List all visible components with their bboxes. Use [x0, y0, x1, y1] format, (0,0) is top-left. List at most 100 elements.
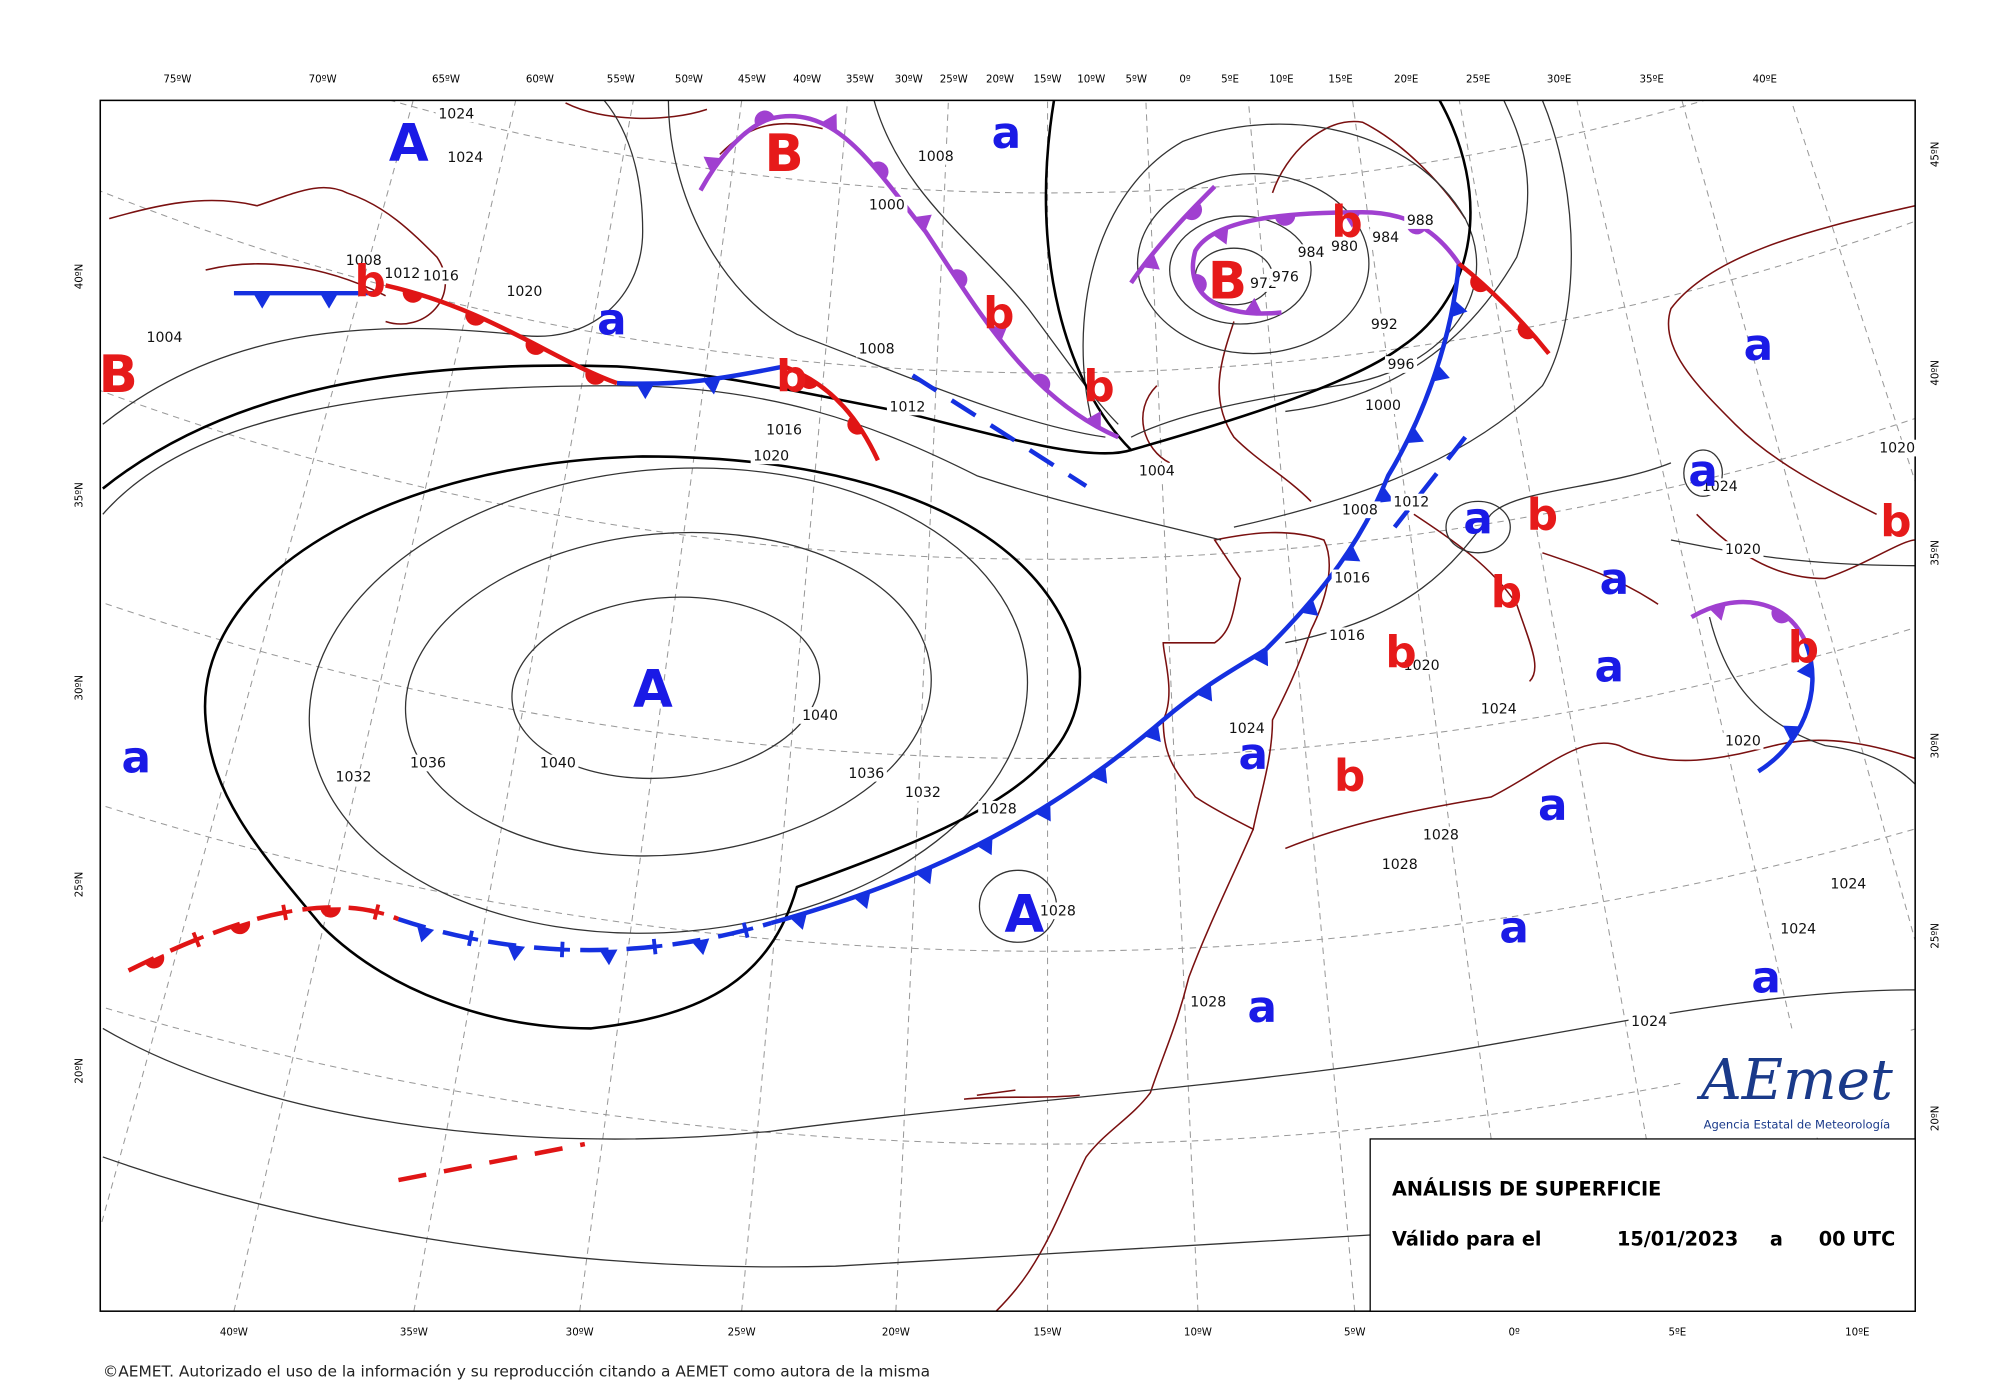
isobar-label: 1000 [1365, 398, 1401, 414]
isobar-label-bg [1777, 920, 1819, 938]
longitude-label: 25ºE [1466, 73, 1490, 85]
isobar-label: 1032 [905, 785, 941, 801]
latitude-label: 20ºN [1929, 1106, 1941, 1132]
isobar-label: 1028 [1190, 995, 1226, 1011]
valid-label: Válido para el [1392, 1228, 1541, 1251]
isobar-label-bg [886, 398, 929, 416]
title-box: ANÁLISIS DE SUPERFICIE Válido para el 15… [1369, 1138, 1916, 1312]
valid-time: 00 UTC [1819, 1228, 1895, 1251]
cold-symbol [507, 944, 526, 961]
cold-symbol [990, 324, 1008, 342]
isobar-label: 1016 [423, 268, 459, 284]
warm-symbol [144, 953, 165, 969]
isobar-label: 1040 [540, 755, 576, 771]
isobar-label-bg [1722, 732, 1764, 750]
cold-front [1757, 642, 1815, 774]
isobar-label: 1008 [918, 149, 954, 165]
isobar-label-bg [1876, 439, 1918, 457]
longitude-label: 35ºW [400, 1327, 428, 1339]
latitude-label: 25ºN [73, 872, 85, 898]
longitude-label: 55ºW [607, 73, 635, 85]
cold-symbol [1796, 661, 1813, 680]
isobar-label-bg [1362, 397, 1404, 415]
isobar-label: 1032 [335, 770, 371, 786]
relative-high: a [992, 108, 1021, 159]
isobar-label-bg [332, 768, 375, 786]
isobar-label-bg [1294, 244, 1328, 262]
isobar-label-bg [763, 421, 805, 439]
isobar-label-bg [1478, 700, 1520, 718]
relative-low: b [355, 256, 386, 307]
warm-front [398, 1141, 586, 1183]
longitude-label: 10ºW [1077, 73, 1105, 85]
isobar-label-bg [444, 149, 486, 166]
longitude-label: 15ºW [1034, 73, 1062, 85]
longitude-label: 5ºW [1344, 1327, 1366, 1339]
cold-symbol [1142, 252, 1160, 270]
cold-symbol [1300, 599, 1319, 616]
cold-symbol [599, 949, 618, 966]
warm-symbol [754, 110, 775, 126]
cold-symbol [636, 383, 655, 400]
longitude-label: 10ºE [1845, 1327, 1869, 1339]
isobar-label-bg [381, 264, 423, 282]
longitude-label: 30ºW [566, 1327, 594, 1339]
longitude-label: 20ºW [882, 1327, 910, 1339]
isobar-label: 992 [1371, 317, 1398, 333]
isobar-label-bg [1390, 493, 1432, 511]
longitude-label: 50ºW [675, 73, 703, 85]
relative-high: a [1247, 982, 1276, 1033]
isobar-label-bg [503, 282, 545, 300]
isobar-label: 1020 [753, 448, 789, 464]
meridian [1145, 100, 1199, 1312]
relative-high: a [1238, 729, 1267, 780]
isobar-label-bg [1699, 478, 1741, 495]
relative-low: b [1491, 567, 1522, 618]
cold-front [397, 917, 772, 953]
isobar-label: 1004 [147, 330, 183, 346]
warm-symbol [525, 339, 545, 355]
relative-high: a [1744, 320, 1773, 371]
relative-high: a [1751, 952, 1780, 1003]
isobar-label-bg [799, 707, 841, 724]
warm-symbol [402, 289, 423, 303]
longitude-label: 5ºE [1668, 1327, 1686, 1339]
isobar-label-bg [1420, 826, 1462, 844]
warm-symbol [1274, 214, 1296, 226]
latitude-label: 45ºN [1929, 142, 1941, 168]
cold-symbol [1085, 411, 1101, 430]
warm-symbol [1184, 202, 1203, 221]
graticule [100, 100, 1916, 1312]
relative-low: b [1385, 627, 1416, 678]
relative-low: b [1880, 496, 1911, 547]
isobar-label: 1024 [447, 150, 483, 166]
isobar-label-bg [1339, 501, 1381, 519]
isobar-label-bg [978, 800, 1020, 818]
isobar-label: 1008 [1342, 502, 1378, 518]
map-frame [99, 99, 1916, 1312]
longitude-label: 25ºW [940, 73, 968, 85]
relative-low: b [1527, 490, 1558, 541]
relative-low: b [983, 288, 1014, 339]
isobar-label-bg [1226, 719, 1268, 737]
cold-symbol [1376, 486, 1395, 503]
isobar-label: 1016 [766, 423, 802, 439]
relative-low: b [1083, 361, 1114, 412]
cold-symbol [416, 925, 435, 943]
high-center: A [1005, 885, 1045, 945]
cold-symbol [853, 891, 871, 909]
meridian [413, 100, 634, 1312]
isobar-label-bg [902, 784, 944, 801]
low-center: B [99, 345, 138, 405]
latitude-label: 25ºN [1929, 923, 1941, 949]
latitude-label: 35ºN [73, 482, 85, 508]
warm-symbol [871, 161, 889, 180]
meridian [233, 100, 517, 1312]
isobar-label: 1008 [859, 342, 895, 358]
low-center: B [1208, 251, 1247, 311]
longitude-label: 45ºW [738, 73, 766, 85]
latitude-label: 35ºN [1929, 540, 1941, 566]
meridian [100, 100, 414, 1230]
isobar-label: 1012 [889, 399, 925, 415]
labels: 75ºW 70ºW 65ºW 60ºW 55ºW 50ºW 45ºW 40ºW 35ºW 30ºW… [73, 73, 1941, 1338]
